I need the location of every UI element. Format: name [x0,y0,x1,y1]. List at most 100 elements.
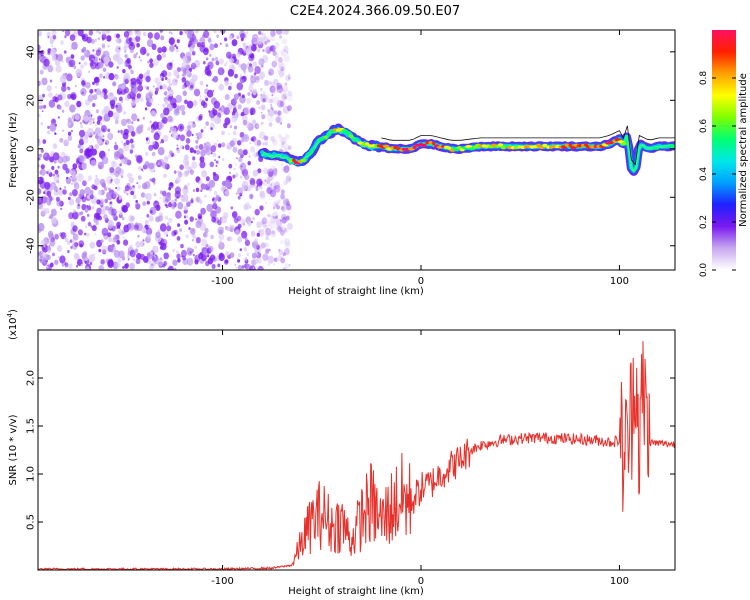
noise-blob [261,217,268,225]
noise-blob [163,107,170,116]
noise-blob [149,62,154,68]
noise-blob [67,250,70,253]
noise-blob [38,188,42,195]
noise-blob [189,251,192,254]
noise-blob [43,245,46,248]
noise-blob [262,253,269,261]
noise-blob [136,252,142,260]
noise-blob [38,139,41,145]
y-tick-label: 0.5 [26,514,37,530]
noise-blob [270,103,273,107]
noise-blob [284,248,290,256]
noise-blob [258,106,261,109]
noise-blob [86,149,93,158]
noise-blob [224,179,231,188]
noise-blob [39,255,46,264]
noise-blob [155,231,161,239]
noise-blob [144,219,149,225]
noise-blob [269,214,273,218]
noise-blob [161,46,167,53]
noise-blob [91,225,97,232]
noise-blob [271,93,274,97]
noise-blob [283,45,289,53]
noise-blob [107,132,114,141]
noise-blob [143,31,147,37]
noise-blob [161,52,167,59]
noise-blob [81,252,87,259]
noise-blob [229,82,233,86]
snr-multiplier: (x104) [6,309,19,340]
noise-blob [95,213,101,220]
noise-blob [266,179,271,185]
noise-blob [100,259,105,265]
y-tick-label: 20 [26,94,37,107]
noise-blob [139,46,147,56]
noise-blob [281,213,287,221]
noise-blob [195,237,201,244]
noise-blob [135,199,138,204]
noise-blob [99,133,104,140]
noise-blob [170,32,173,35]
noise-blob [276,111,281,116]
noise-blob [264,179,267,182]
ridge-hotspot [349,134,354,138]
noise-blob [159,196,161,199]
noise-blob [40,164,45,170]
noise-blob [140,59,143,62]
noise-blob [186,130,192,137]
noise-blob [101,156,109,165]
noise-blob [270,30,276,38]
noise-blob [262,91,266,95]
noise-blob [107,259,114,269]
noise-blob [256,37,263,45]
noise-blob [54,169,59,175]
ridge-hotspot [652,146,660,150]
noise-blob [267,186,274,195]
ridge-hotspot [432,141,436,146]
noise-blob [149,264,154,270]
x-tick-label: -100 [211,576,234,587]
noise-blob [122,69,126,74]
noise-blob [203,185,207,190]
noise-blob [117,57,124,65]
noise-blob [47,51,51,56]
noise-blob [69,192,73,197]
noise-blob [199,80,204,86]
noise-blob [179,134,186,142]
noise-blob [136,30,142,37]
noise-blob [267,172,275,181]
noise-blob [97,37,101,41]
noise-blob [90,225,93,228]
noise-blob [91,184,96,190]
noise-blob [232,130,237,136]
noise-blob [250,90,253,93]
noise-blob [171,60,174,63]
noise-blob [151,177,156,183]
noise-blob [80,215,86,222]
noise-blob [191,51,196,56]
noise-blob [108,237,113,243]
noise-blob [107,92,115,101]
noise-blob [108,72,115,81]
noise-blob [266,109,270,113]
noise-blob [138,56,141,59]
noise-blob [259,190,265,198]
noise-blob [70,47,73,50]
noise-blob [192,254,195,257]
noise-blob [209,161,215,168]
noise-blob [269,189,277,198]
noise-blob [215,160,219,164]
noise-blob [146,200,150,205]
noise-blob [97,115,102,122]
noise-blob [81,34,86,40]
noise-blob [282,85,289,93]
noise-blob [100,30,107,36]
noise-blob [268,171,274,178]
colorbar-tick-label: 0.8 [699,71,709,86]
noise-blob [170,97,177,106]
noise-blob [51,30,57,36]
noise-blob [283,30,289,35]
noise-blob [86,213,90,217]
snr-marks [38,341,675,570]
noise-blob [60,207,63,211]
